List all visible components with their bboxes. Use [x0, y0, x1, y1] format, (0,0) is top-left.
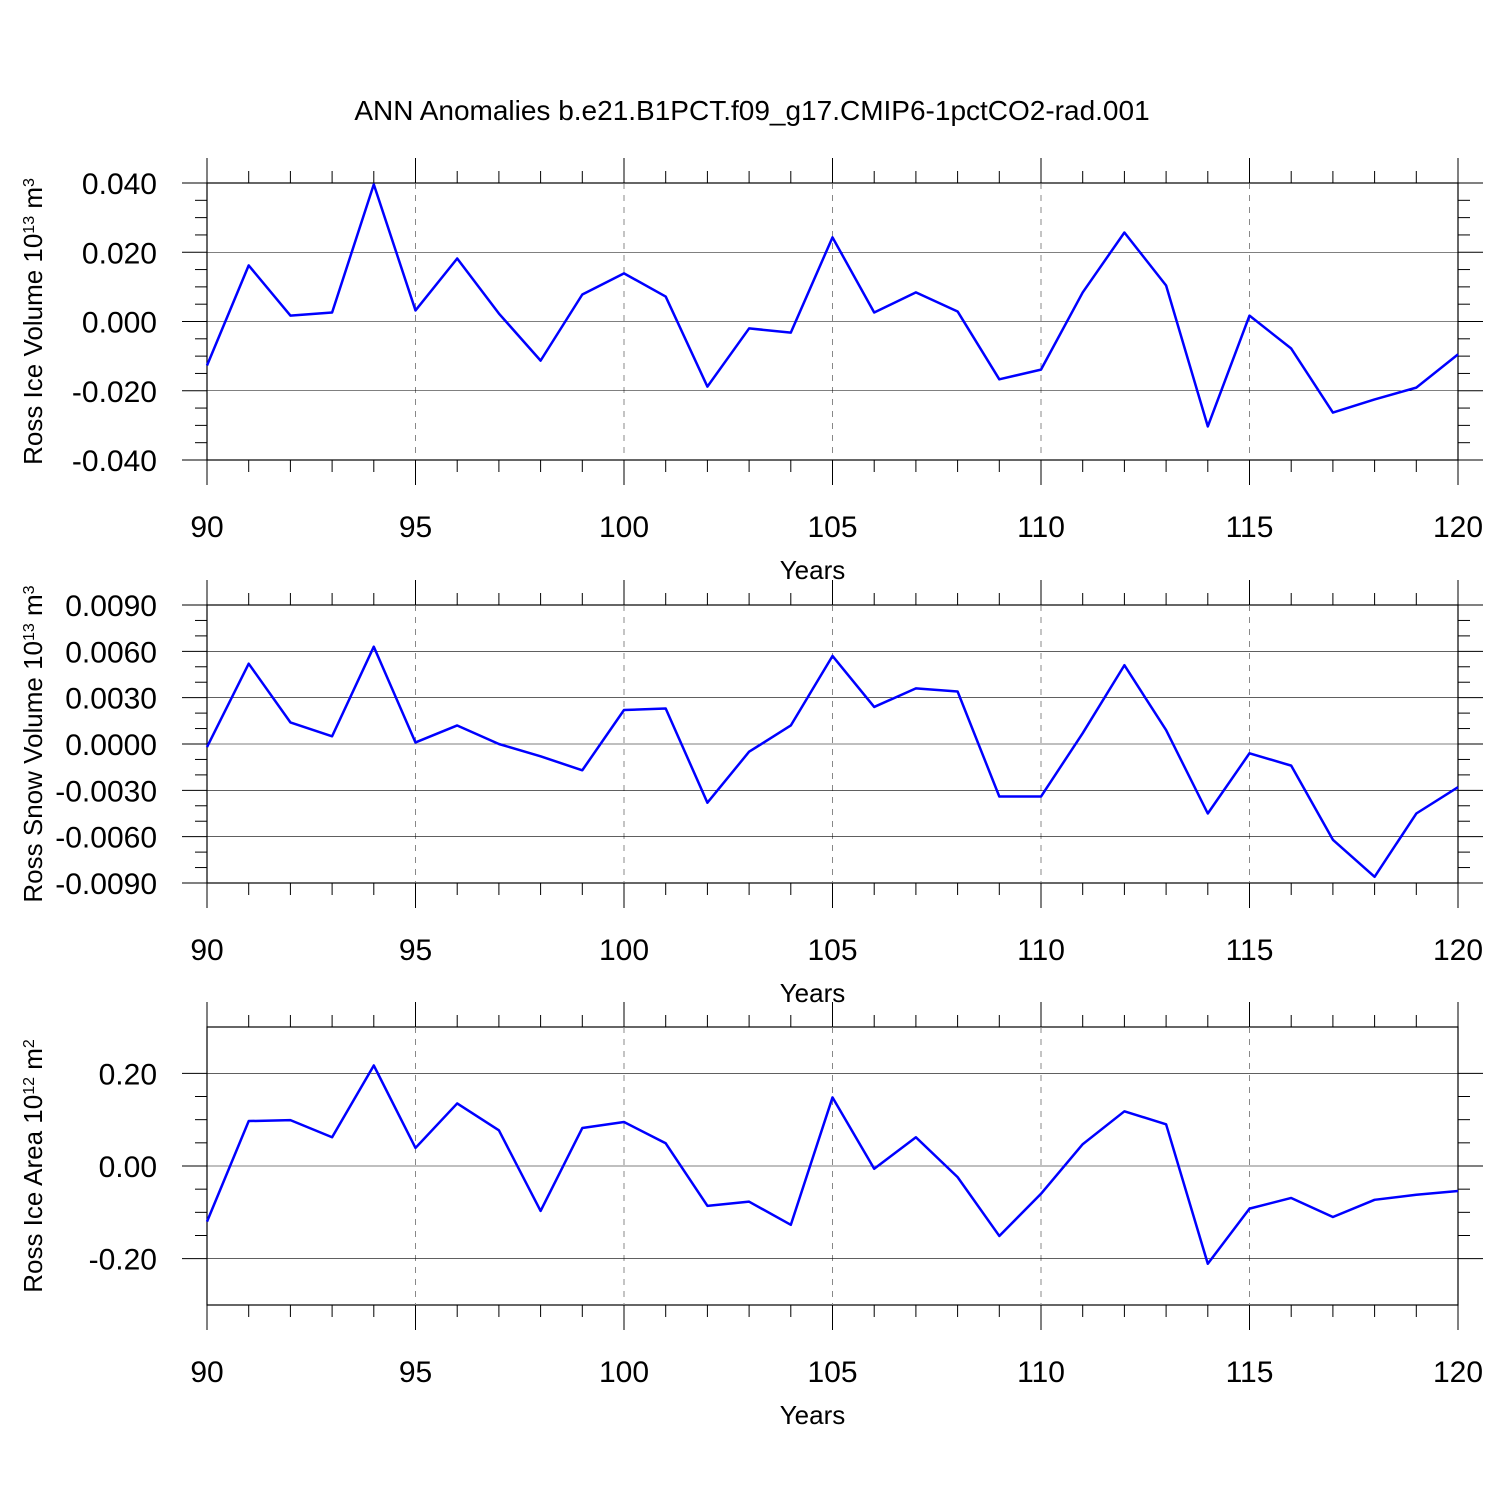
x-tick-label: 95 — [399, 1356, 432, 1389]
y-axis-label-part: m — [18, 594, 48, 623]
x-tick-label: 105 — [807, 934, 857, 967]
data-line — [205, 1064, 1459, 1266]
y-axis-label-part: 3 — [21, 585, 38, 594]
x-tick-label: 115 — [1226, 511, 1274, 544]
y-axis-label-part: m — [18, 1048, 48, 1077]
x-tick-label: 105 — [807, 1356, 857, 1389]
x-tick-label: 110 — [1017, 934, 1065, 967]
data-line — [205, 645, 1459, 879]
x-tick-label: 95 — [399, 934, 432, 967]
x-tick-label: 120 — [1433, 1356, 1483, 1389]
y-tick-label: 0.00 — [99, 1151, 157, 1184]
y-tick-label: -0.040 — [72, 445, 157, 478]
x-axis-label: Years — [780, 555, 846, 585]
y-tick-label: 0.0060 — [65, 636, 157, 669]
figure-title: ANN Anomalies b.e21.B1PCT.f09_g17.CMIP6-… — [354, 95, 1149, 126]
x-tick-label: 110 — [1017, 511, 1065, 544]
x-axis-label: Years — [780, 978, 846, 1008]
y-tick-label: 0.0030 — [65, 683, 157, 716]
x-tick-label: 115 — [1226, 934, 1274, 967]
x-axis-label: Years — [780, 1400, 846, 1430]
x-tick-label: 100 — [599, 934, 649, 967]
y-tick-label: -0.020 — [72, 376, 157, 409]
y-tick-label: -0.0090 — [55, 868, 157, 901]
panel: 90 95 100 105 110 115 120 -0.20 0.00 0.20 Years Ros… — [18, 1002, 1483, 1430]
panel: 90 95 100 105 110 115 120 -0.0090 -0.0060 -0.0030… — [18, 580, 1483, 1008]
y-axis-label: Ross Ice Area 1012 m2 — [18, 1039, 48, 1293]
y-axis-label: Ross Snow Volume 1013 m3 — [18, 585, 48, 902]
x-tick-label: 120 — [1433, 934, 1483, 967]
y-axis-label-part: 13 — [21, 216, 38, 234]
y-axis-label-part: Ross Snow Volume 10 — [18, 641, 48, 903]
y-axis-label-part: Ross Ice Volume 10 — [18, 234, 48, 465]
y-tick-label: 0.020 — [82, 237, 157, 270]
y-tick-label: 0.000 — [82, 307, 157, 340]
y-tick-label: 0.20 — [99, 1058, 157, 1091]
y-tick-label: 0.0090 — [65, 590, 157, 623]
x-tick-label: 100 — [599, 1356, 649, 1389]
x-tick-label: 100 — [599, 511, 649, 544]
y-tick-label: -0.20 — [89, 1244, 157, 1277]
y-tick-label: 0.040 — [82, 168, 157, 201]
y-tick-label: -0.0060 — [55, 822, 157, 855]
x-tick-label: 115 — [1226, 1356, 1274, 1389]
panel: 90 95 100 105 110 115 120 -0.040 -0.020 0.000 0.02… — [18, 158, 1483, 585]
y-axis-label-part: 13 — [21, 623, 38, 641]
x-tick-label: 95 — [399, 511, 432, 544]
y-axis-label: Ross Ice Volume 1013 m3 — [18, 178, 48, 465]
y-axis-label-part: m — [18, 187, 48, 216]
y-tick-label: 0.0000 — [65, 729, 157, 762]
x-tick-label: 120 — [1433, 511, 1483, 544]
y-axis-label-part: 2 — [21, 1039, 38, 1048]
x-tick-label: 90 — [190, 511, 223, 544]
x-tick-label: 105 — [807, 511, 857, 544]
y-axis-label-part: 3 — [21, 178, 38, 187]
x-tick-label: 110 — [1017, 1356, 1065, 1389]
x-tick-label: 90 — [190, 934, 223, 967]
y-tick-label: -0.0030 — [55, 775, 157, 808]
y-axis-label-part: Ross Ice Area 10 — [18, 1095, 48, 1293]
data-line — [205, 183, 1459, 428]
y-axis-label-part: 12 — [21, 1077, 38, 1095]
x-tick-label: 90 — [190, 1356, 223, 1389]
